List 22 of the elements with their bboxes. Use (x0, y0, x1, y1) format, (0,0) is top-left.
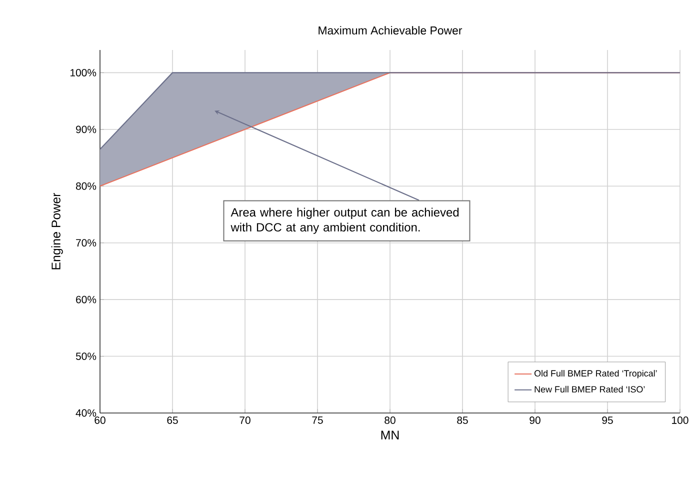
x-tick-label: 65 (167, 416, 178, 424)
y-tick-label: 100% (70, 68, 96, 76)
x-tick-label: 85 (457, 416, 468, 424)
y-tick-label: 50% (76, 352, 96, 360)
x-tick-label: 90 (530, 416, 540, 424)
chart-title: Maximum Achievable Power (318, 26, 462, 34)
y-tick-label: 90% (76, 126, 96, 134)
x-axis-title: MN (381, 430, 399, 440)
x-tick-label: 60 (94, 416, 106, 424)
y-tick-label: 70% (76, 239, 96, 247)
y-tick-label: 40% (76, 409, 96, 417)
legend-label: New Full BMEP Rated ‘ISO’ (534, 386, 645, 393)
x-tick-label: 100 (672, 416, 688, 424)
annotation: Area where higher output can be achieved with DCC at any ambient condition. (230, 208, 459, 234)
x-tick-label: 75 (312, 416, 323, 424)
y-tick-label: 80% (76, 182, 96, 190)
x-tick-label: 95 (602, 416, 613, 424)
x-tick-label: 80 (384, 416, 396, 424)
x-tick-label: 70 (240, 416, 250, 424)
y-tick-label: 60% (76, 296, 96, 304)
legend-label: Old Full BMEP Rated ‘Tropical’ (534, 370, 657, 378)
y-axis-title: Engine Power (51, 192, 63, 270)
